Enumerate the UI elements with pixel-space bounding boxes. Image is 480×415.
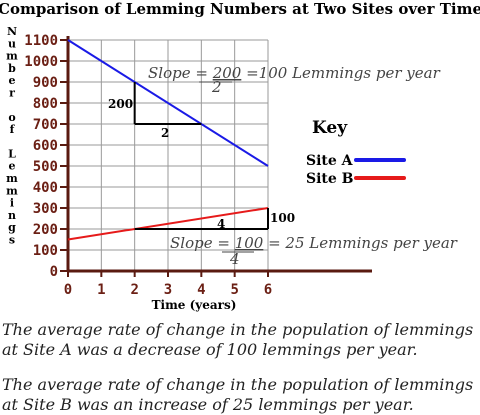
y-axis-label-char: m <box>6 172 18 185</box>
y-axis-label-char: L <box>8 147 16 160</box>
slope-denominator-site-a: 2 <box>211 78 222 96</box>
x-tick-label: 6 <box>264 282 272 298</box>
axes <box>66 36 372 273</box>
legend-label-site-a: Site A <box>306 153 354 169</box>
y-axis-label-char: g <box>8 221 16 234</box>
y-axis-label-char: r <box>9 87 15 100</box>
x-tick-label: 0 <box>64 282 72 298</box>
y-axis-label-char: i <box>10 197 14 210</box>
y-axis-label-char: m <box>6 184 18 197</box>
y-tick-label: 900 <box>33 75 58 91</box>
y-tick-label: 100 <box>33 243 58 259</box>
y-axis-label-char: s <box>9 234 15 247</box>
y-tick-label: 200 <box>33 222 58 238</box>
x-tick-label: 5 <box>230 282 238 298</box>
y-axis-label-char: o <box>8 111 15 124</box>
legend: Key Site A Site B <box>306 118 406 187</box>
y-tick-label: 500 <box>33 159 58 175</box>
note-site-a: The average rate of change in the popula… <box>2 320 474 359</box>
series-line-site-b <box>67 207 269 241</box>
y-tick-label: 0 <box>50 264 58 280</box>
y-axis-label-char: N <box>7 25 17 38</box>
y-axis-label-char: n <box>8 209 16 222</box>
y-axis-label-char: m <box>6 50 18 63</box>
legend-label-site-b: Site B <box>306 171 354 187</box>
y-tick-label: 300 <box>33 201 58 217</box>
y-tick-label: 600 <box>33 138 58 154</box>
slope-triangle-site-b-rise-label: 100 <box>270 211 295 225</box>
y-axis-label-char: b <box>8 62 16 75</box>
slope-denominator-site-b: 4 <box>229 250 240 268</box>
y-axis-label-char: e <box>9 160 16 173</box>
x-tick-label: 3 <box>164 282 172 298</box>
slope-annotation-site-a: Slope = 200 =100 Lemmings per year <box>148 64 441 82</box>
series-line-site-a <box>67 39 269 167</box>
slope-triangles: 200 2 100 4 <box>108 82 295 231</box>
slope-triangle-site-a-rise-label: 200 <box>108 97 133 111</box>
x-axis-label: Time (years) <box>152 298 237 312</box>
x-tick-label: 4 <box>197 282 205 298</box>
legend-title: Key <box>312 118 348 138</box>
chart-title: Comparison of Lemming Numbers at Two Sit… <box>0 0 480 18</box>
y-tick-labels: 0 100 200 300 400 500 600 700 800 900 1000 1100 <box>24 33 68 280</box>
slope-triangle-site-a-run-label: 2 <box>161 126 169 140</box>
note-site-b: The average rate of change in the popula… <box>2 375 474 414</box>
y-tick-label: 1100 <box>24 33 58 49</box>
x-tick-labels: 0 1 2 3 4 5 6 <box>64 271 272 298</box>
slope-annotation-site-b: Slope = 100 = 25 Lemmings per year <box>170 234 458 252</box>
slope-triangle-site-b-run-label: 4 <box>217 217 225 231</box>
y-axis-label-char: u <box>8 37 16 50</box>
x-tick-label: 2 <box>130 282 138 298</box>
series-lines <box>67 39 269 241</box>
x-tick-label: 1 <box>97 282 105 298</box>
y-tick-label: 400 <box>33 180 58 196</box>
chart: Comparison of Lemming Numbers at Two Sit… <box>0 0 480 312</box>
y-tick-label: 1000 <box>24 54 58 70</box>
y-tick-label: 800 <box>33 96 58 112</box>
y-axis-label-char: f <box>10 123 16 136</box>
y-axis-label-char: e <box>9 74 16 87</box>
y-tick-label: 700 <box>33 117 58 133</box>
